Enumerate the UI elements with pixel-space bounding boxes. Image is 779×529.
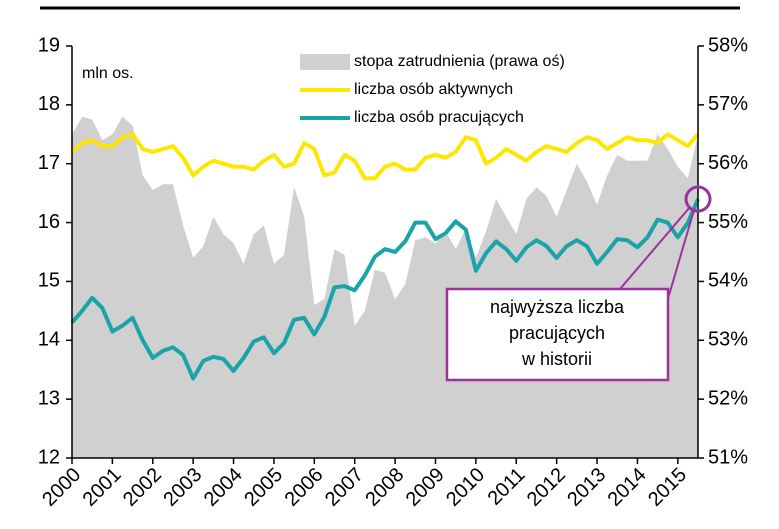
y2-tick-label: 58%	[708, 34, 748, 56]
y2-tick-label: 57%	[708, 93, 748, 115]
y-tick-label: 18	[38, 93, 60, 115]
x-tick-label: 2002	[119, 464, 166, 511]
x-tick-label: 2015	[644, 464, 691, 511]
x-tick-label: 2010	[442, 464, 489, 511]
y-tick-label: 19	[38, 34, 60, 56]
y-tick-label: 12	[38, 446, 60, 468]
x-tick-label: 2013	[563, 464, 610, 511]
y2-tick-label: 55%	[708, 211, 748, 233]
legend-label: liczba osób aktywnych	[354, 81, 513, 98]
annotation-box	[445, 287, 670, 382]
annotation-text: w historii	[521, 349, 592, 369]
legend-swatch	[300, 54, 350, 70]
y-axis-label: mln os.	[82, 65, 134, 82]
y2-tick-label: 51%	[708, 446, 748, 468]
legend-label: liczba osób pracujących	[354, 109, 524, 126]
y-tick-label: 13	[38, 387, 60, 409]
x-tick-label: 2003	[159, 464, 206, 511]
y-tick-label: 17	[38, 152, 60, 174]
x-tick-label: 2009	[402, 464, 449, 511]
line	[70, 132, 700, 181]
x-tick-label: 2006	[281, 464, 328, 511]
annotation-text: najwyższa liczba	[490, 297, 625, 317]
y2-tick-label: 52%	[708, 387, 748, 409]
y-tick-label: 14	[38, 329, 60, 351]
x-tick-label: 2004	[200, 464, 247, 511]
x-tick-label: 2011	[484, 464, 530, 510]
y-tick-label: 16	[38, 211, 60, 233]
annotation-line	[619, 206, 691, 290]
y-tick-label: 15	[38, 270, 60, 292]
x-tick-label: 2012	[523, 464, 570, 511]
x-tick-label: 2014	[604, 464, 651, 511]
annotation-line	[666, 209, 695, 303]
x-tick-label: 2005	[240, 464, 287, 511]
line	[70, 198, 700, 381]
x-tick-label: 2000	[38, 464, 85, 511]
x-tick-label: 2008	[361, 464, 408, 511]
annotation-text: pracujących	[509, 323, 605, 343]
y2-tick-label: 56%	[708, 152, 748, 174]
x-tick-label: 2007	[321, 464, 368, 511]
x-tick-label: 2001	[79, 464, 126, 511]
legend-label: stopa zatrudnienia (prawa oś)	[354, 53, 565, 70]
annotation-circle	[684, 185, 712, 213]
y2-tick-label: 54%	[708, 270, 748, 292]
y2-tick-label: 53%	[708, 329, 748, 351]
